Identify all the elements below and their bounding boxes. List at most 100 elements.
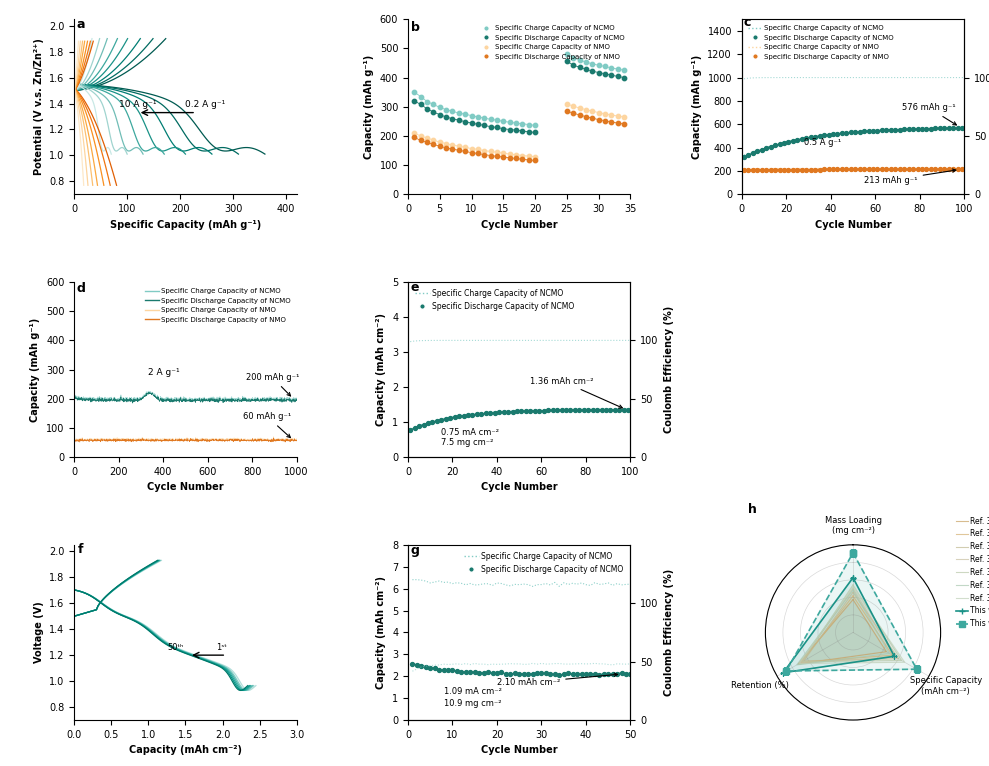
Polygon shape — [797, 590, 889, 665]
Point — [464, 146, 480, 159]
Y-axis label: Capacity (mAh g⁻¹): Capacity (mAh g⁻¹) — [31, 317, 41, 422]
Point — [495, 115, 511, 127]
Point — [464, 142, 480, 155]
Point — [883, 163, 899, 175]
Point — [590, 67, 606, 79]
Point — [759, 163, 774, 175]
Point — [741, 164, 757, 176]
Point — [412, 129, 428, 142]
Point — [495, 406, 511, 418]
Point — [567, 404, 583, 416]
Point — [438, 103, 454, 116]
X-axis label: Cycle Number: Cycle Number — [815, 220, 891, 230]
Point — [495, 151, 511, 163]
Point — [595, 668, 611, 680]
Point — [425, 98, 441, 110]
Point — [508, 124, 524, 136]
Point — [750, 146, 765, 158]
Point — [914, 123, 930, 135]
Point — [489, 150, 504, 162]
Point — [477, 149, 493, 161]
Point — [887, 163, 903, 175]
Ref. 33 — [847, 591, 858, 601]
Point — [457, 141, 473, 153]
Point — [598, 404, 614, 416]
Point — [794, 133, 810, 145]
Point — [834, 163, 850, 175]
Point — [745, 164, 761, 176]
Point — [578, 668, 593, 680]
Point — [497, 668, 514, 680]
Point — [830, 163, 846, 175]
Point — [776, 136, 792, 149]
Point — [508, 152, 524, 165]
Point — [527, 155, 543, 167]
Point — [869, 125, 885, 137]
Point — [785, 135, 801, 147]
Point — [597, 108, 613, 120]
Y-axis label: Capacity (mAh g⁻¹): Capacity (mAh g⁻¹) — [364, 54, 374, 159]
Point — [591, 669, 607, 681]
Point — [584, 404, 600, 416]
Point — [825, 128, 841, 140]
Point — [901, 163, 917, 175]
Point — [531, 404, 547, 417]
Point — [954, 163, 970, 175]
Point — [566, 59, 582, 71]
Ref. 35b — [796, 657, 808, 666]
Point — [427, 662, 443, 674]
Point — [527, 151, 543, 163]
Point — [616, 111, 632, 123]
Point — [843, 126, 858, 139]
Point — [559, 98, 575, 110]
Point — [910, 123, 926, 135]
Point — [511, 668, 527, 680]
Point — [425, 139, 441, 151]
Point — [581, 404, 596, 416]
Point — [534, 667, 550, 679]
Text: 200 mAh g⁻¹: 200 mAh g⁻¹ — [245, 373, 299, 396]
Polygon shape — [800, 588, 895, 663]
Point — [572, 109, 587, 121]
Point — [529, 667, 545, 679]
Point — [527, 119, 543, 132]
This work — [847, 548, 858, 558]
Point — [406, 86, 422, 98]
Ref. 35b — [896, 656, 908, 665]
Point — [457, 146, 473, 158]
Ref. 34 — [893, 654, 905, 663]
Point — [463, 666, 479, 678]
Point — [409, 659, 425, 671]
X-axis label: Cycle Number: Cycle Number — [481, 483, 558, 493]
Point — [736, 151, 752, 163]
Point — [812, 163, 828, 175]
Point — [821, 163, 837, 175]
Point — [406, 422, 422, 434]
Y-axis label: Potential (V v.s. Zn/Zn²⁺): Potential (V v.s. Zn/Zn²⁺) — [34, 38, 44, 175]
Ref. 36 — [883, 649, 895, 658]
Point — [874, 124, 890, 136]
Point — [896, 123, 912, 136]
Point — [590, 59, 606, 71]
Text: c: c — [744, 16, 752, 29]
Point — [572, 102, 587, 114]
Legend: Specific Charge Capacity of NCMO, Specific Discharge Capacity of NCMO, Specific : Specific Charge Capacity of NCMO, Specif… — [142, 286, 293, 326]
Point — [807, 163, 823, 175]
Y-axis label: Capacity (mAh g⁻¹): Capacity (mAh g⁻¹) — [692, 54, 702, 159]
Point — [574, 668, 589, 680]
Ref. 35b — [847, 581, 858, 590]
Point — [616, 404, 632, 416]
Point — [892, 163, 908, 175]
Point — [502, 668, 518, 680]
Text: 2.10 mAh cm⁻²: 2.10 mAh cm⁻² — [496, 673, 617, 687]
This work — [888, 652, 900, 661]
This work — [847, 573, 858, 582]
Point — [500, 406, 516, 418]
Point — [477, 119, 493, 132]
Ref. 35a — [889, 653, 901, 662]
Polygon shape — [801, 596, 892, 663]
Point — [798, 163, 814, 175]
Point — [586, 667, 602, 679]
Point — [417, 660, 433, 673]
Point — [878, 124, 894, 136]
